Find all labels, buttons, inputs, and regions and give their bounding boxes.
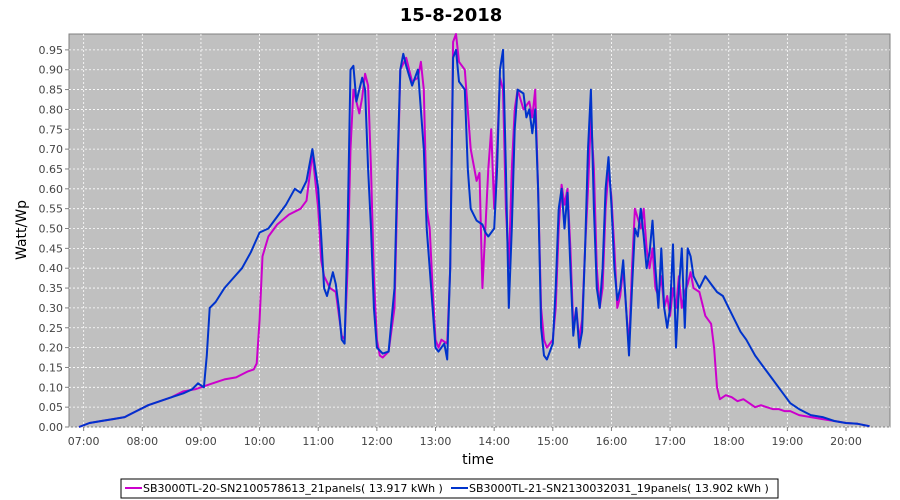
x-tick-label: 12:00 — [361, 435, 393, 448]
x-tick-label: 16:00 — [596, 435, 628, 448]
x-tick-label: 07:00 — [68, 435, 100, 448]
x-tick-label: 20:00 — [830, 435, 862, 448]
y-tick-label: 0.35 — [39, 282, 64, 295]
x-tick-label: 08:00 — [126, 435, 158, 448]
y-axis: 0.00 0.05 0.10 0.15 0.20 0.25 0.30 0.35 0.40 0.45… — [39, 44, 69, 434]
y-tick-label: 0.80 — [39, 103, 64, 116]
x-tick-label: 10:00 — [244, 435, 276, 448]
y-tick-label: 0.95 — [39, 44, 64, 57]
y-axis-label: Watt/Wp — [14, 200, 30, 260]
series-line-2 — [78, 48, 870, 428]
legend-box — [120, 478, 779, 499]
x-axis-label: time — [462, 452, 494, 468]
y-tick-label: 0.75 — [39, 123, 64, 136]
x-tick-label: 14:00 — [478, 435, 510, 448]
y-tick-label: 0.55 — [39, 203, 64, 216]
y-tick-label: 0.45 — [39, 242, 64, 255]
legend: SB3000TL-20-SN2100578613_21panels( 13.91… — [120, 478, 779, 499]
y-tick-label: 0.20 — [39, 342, 64, 355]
x-tick-label: 13:00 — [420, 435, 452, 448]
y-tick-label: 0.65 — [39, 163, 64, 176]
grid-lines — [69, 34, 890, 428]
y-tick-label: 0.60 — [39, 183, 64, 196]
x-tick-label: 11:00 — [302, 435, 334, 448]
x-axis: 07:00 08:00 09:00 10:00 11:00 12:00 13:00 14:00… — [68, 427, 862, 448]
x-tick-label: 18:00 — [713, 435, 745, 448]
y-tick-label: 0.05 — [39, 401, 64, 414]
legend-entry-series-1: SB3000TL-20-SN2100578613_21panels( 13.91… — [143, 482, 443, 495]
chart-title: 15-8-2018 — [400, 5, 503, 26]
legend-entry-series-2: SB3000TL-21-SN2130032031_19panels( 13.90… — [469, 482, 769, 495]
series-lines — [78, 33, 870, 428]
y-tick-label: 0.50 — [39, 223, 64, 236]
y-tick-label: 0.70 — [39, 143, 64, 156]
y-tick-label: 0.25 — [39, 322, 64, 335]
x-tick-label: 09:00 — [185, 435, 217, 448]
x-tick-label: 15:00 — [537, 435, 569, 448]
y-tick-label: 0.10 — [39, 381, 64, 394]
y-tick-label: 0.40 — [39, 262, 64, 275]
x-tick-label: 19:00 — [772, 435, 804, 448]
y-tick-label: 0.15 — [39, 361, 64, 374]
y-tick-label: 0.30 — [39, 302, 64, 315]
y-tick-label: 0.90 — [39, 64, 64, 77]
y-tick-label: 0.85 — [39, 84, 64, 97]
plot-area — [68, 33, 891, 428]
x-tick-label: 17:00 — [654, 435, 686, 448]
y-tick-label: 0.00 — [39, 421, 64, 434]
